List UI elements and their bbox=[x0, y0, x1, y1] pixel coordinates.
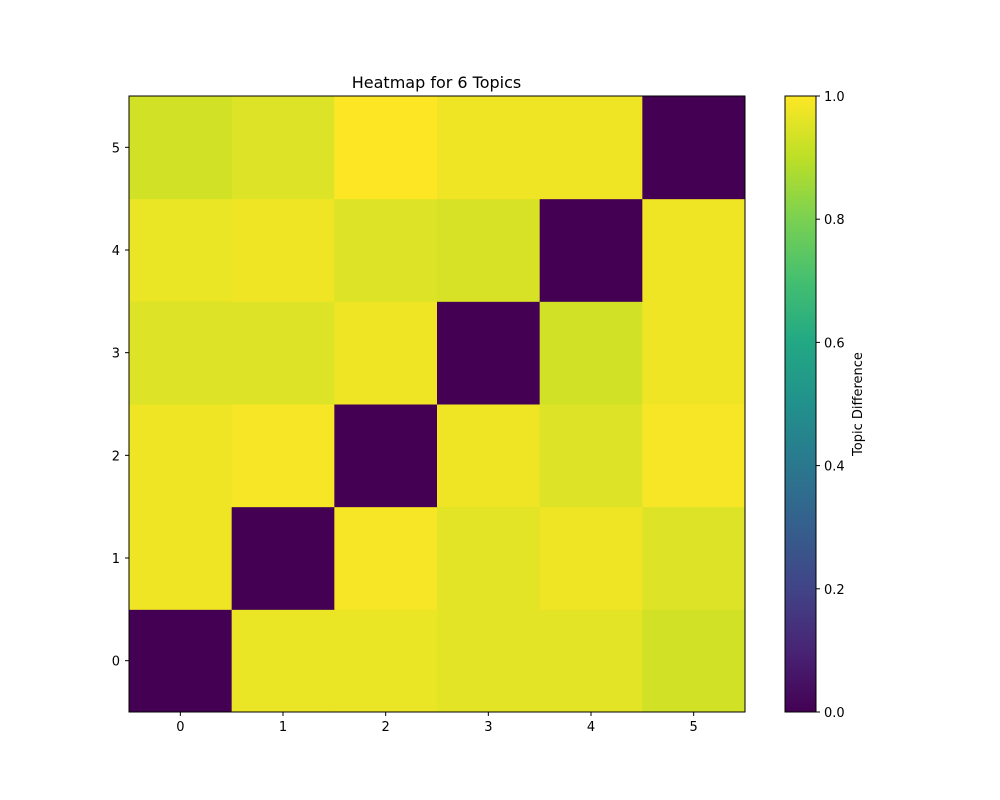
heatmap-cell bbox=[539, 506, 643, 610]
heatmap-cell bbox=[642, 198, 746, 302]
heatmap-cell bbox=[642, 609, 746, 713]
heatmap-cell bbox=[642, 506, 746, 610]
heatmap-cell bbox=[129, 609, 233, 713]
heatmap-cell bbox=[231, 96, 335, 200]
y-tick-label: 1 bbox=[112, 552, 120, 567]
heatmap-cell bbox=[231, 198, 335, 302]
colorbar-tick-label: 0.6 bbox=[824, 336, 845, 351]
heatmap-cell bbox=[231, 506, 335, 610]
colorbar-tick-label: 0.8 bbox=[824, 213, 845, 228]
heatmap-cell bbox=[539, 301, 643, 405]
heatmap-cell bbox=[231, 301, 335, 405]
heatmap-cell bbox=[129, 96, 233, 200]
heatmap-cell bbox=[334, 506, 438, 610]
heatmap-cell bbox=[642, 404, 746, 508]
heatmap-cell bbox=[642, 96, 746, 200]
heatmap-cell bbox=[129, 198, 233, 302]
colorbar-tick-label: 1.0 bbox=[824, 90, 845, 105]
x-tick-label: 3 bbox=[484, 720, 492, 735]
plot-frame bbox=[128, 95, 746, 713]
heatmap-cell bbox=[334, 404, 438, 508]
heatmap-cell bbox=[129, 506, 233, 610]
heatmap-cell bbox=[437, 198, 541, 302]
colorbar-axis: 0.0 0.2 0.4 0.6 0.8 1.0 bbox=[816, 90, 845, 721]
heatmap-cell bbox=[539, 404, 643, 508]
chart-title: Heatmap for 6 Topics bbox=[352, 73, 522, 92]
heatmap-cell bbox=[334, 198, 438, 302]
x-tick-label: 2 bbox=[382, 720, 390, 735]
y-tick-label: 5 bbox=[112, 141, 120, 156]
y-tick-label: 2 bbox=[112, 449, 120, 464]
heatmap-cells bbox=[129, 96, 746, 713]
heatmap-cell bbox=[231, 609, 335, 713]
colorbar-tick-label: 0.4 bbox=[824, 460, 845, 475]
heatmap-cell bbox=[129, 404, 233, 508]
y-tick-label: 4 bbox=[112, 244, 120, 259]
y-axis: 0 1 2 3 4 5 bbox=[112, 141, 129, 670]
heatmap-cell bbox=[437, 506, 541, 610]
heatmap-cell bbox=[231, 404, 335, 508]
x-tick-label: 5 bbox=[690, 720, 698, 735]
y-tick-label: 3 bbox=[112, 347, 120, 362]
heatmap-cell bbox=[129, 301, 233, 405]
heatmap-cell bbox=[334, 301, 438, 405]
heatmap-cell bbox=[334, 96, 438, 200]
heatmap-cell bbox=[437, 301, 541, 405]
heatmap-cell bbox=[437, 404, 541, 508]
x-axis: 0 1 2 3 4 5 bbox=[176, 712, 698, 735]
heatmap-cell bbox=[539, 198, 643, 302]
heatmap-cell bbox=[642, 301, 746, 405]
heatmap-cell bbox=[437, 609, 541, 713]
colorbar bbox=[784, 95, 817, 713]
x-tick-label: 4 bbox=[587, 720, 595, 735]
heatmap-cell bbox=[437, 96, 541, 200]
heatmap-cell bbox=[539, 96, 643, 200]
colorbar-tick-label: 0.0 bbox=[824, 706, 845, 721]
y-tick-label: 0 bbox=[112, 655, 120, 670]
colorbar-tick-label: 0.2 bbox=[824, 583, 845, 598]
heatmap-cell bbox=[334, 609, 438, 713]
x-tick-label: 1 bbox=[279, 720, 287, 735]
heatmap-cell bbox=[539, 609, 643, 713]
x-tick-label: 0 bbox=[176, 720, 184, 735]
colorbar-label: Topic Difference bbox=[851, 352, 866, 457]
